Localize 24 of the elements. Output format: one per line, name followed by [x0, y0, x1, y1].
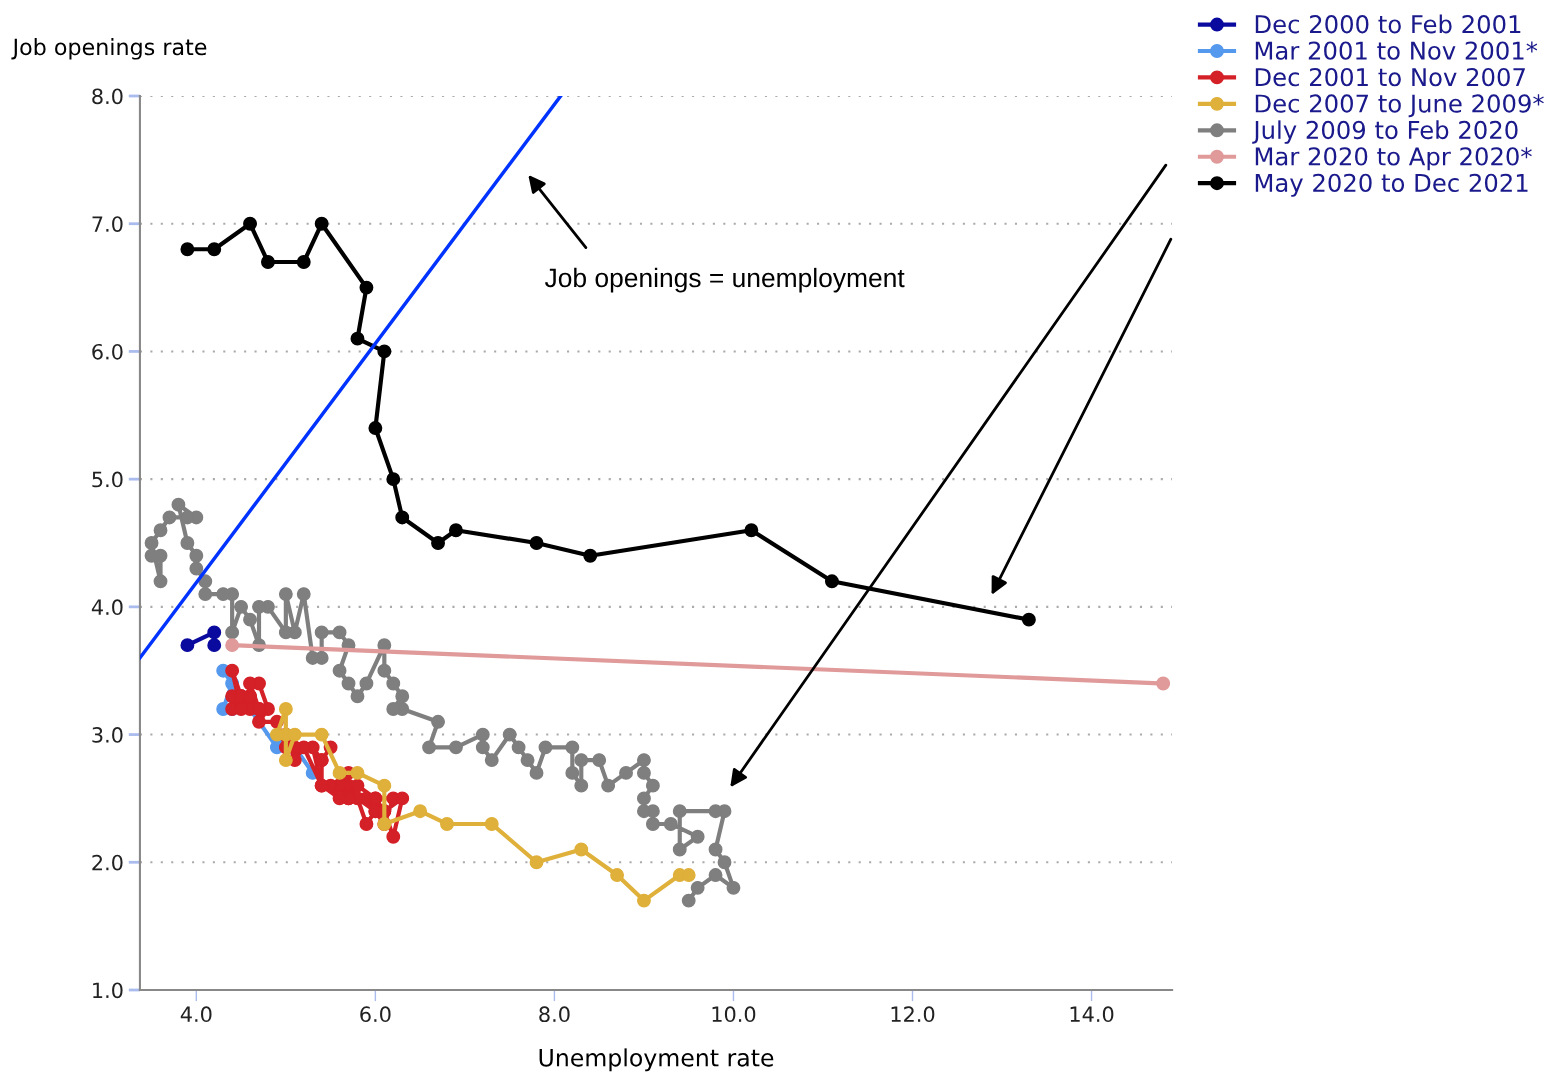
legend-label: Mar 2001 to Nov 2001*	[1255, 41, 1538, 60]
x-tick-label: 4.0	[180, 1006, 212, 1023]
annotation: Job openings = unemployment	[544, 267, 905, 293]
legend-label: May 2020 to Dec 2021	[1255, 173, 1528, 197]
legend-label: Dec 2007 to June 2009*	[1255, 94, 1544, 118]
y-tick-label: 7.0	[92, 216, 123, 232]
y-tick-label: 6.0	[92, 343, 123, 360]
x-tick-label: 8.0	[539, 1006, 570, 1023]
x-tick-label: 12.0	[891, 1006, 935, 1023]
x-tick-label: 6.0	[360, 1006, 391, 1023]
y-axis-title: Job openings rate	[11, 38, 207, 60]
y-tick-label: 3.0	[92, 727, 123, 743]
y-tick-label: 8.0	[92, 88, 123, 105]
legend-label: Dec 2001 to Nov 2007	[1255, 67, 1525, 87]
legend-label: July 2009 to Feb 2020	[1252, 120, 1518, 144]
x-tick-label: 14.0	[1070, 1006, 1114, 1023]
y-tick-label: 2.0	[92, 854, 123, 871]
legend-label: Mar 2020 to Apr 2020*	[1255, 147, 1532, 171]
x-axis-title: Unemployment rate	[539, 1048, 774, 1072]
y-tick-label: 1.0	[93, 982, 123, 999]
legend-label: Dec 2000 to Feb 2001	[1255, 14, 1521, 34]
y-tick-label: 5.0	[92, 471, 123, 488]
x-tick-label: 10.0	[712, 1006, 756, 1023]
y-tick-label: 4.0	[91, 599, 123, 616]
